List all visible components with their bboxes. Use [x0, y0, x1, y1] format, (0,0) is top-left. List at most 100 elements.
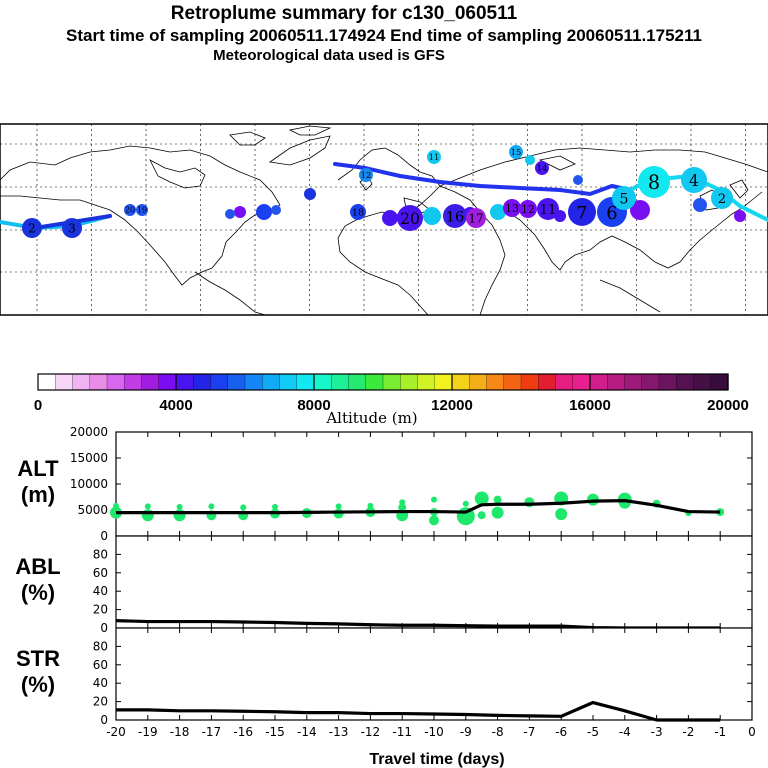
- trajectory-point: [304, 188, 316, 200]
- colorbar-cell: [313, 373, 332, 391]
- trajectory-point: [359, 168, 373, 182]
- trajectory-point: [427, 150, 441, 164]
- trajectory-point-label: 8: [648, 171, 660, 194]
- altitude-scatter-point: [176, 503, 183, 510]
- colorbar-tick-label: 8000: [297, 397, 330, 414]
- colorbar-cell: [710, 373, 729, 391]
- colorbar-cell: [348, 373, 367, 391]
- colorbar-ticks: 0 4000 8000 12000 16000 20000: [34, 374, 749, 414]
- trajectory-point: [136, 204, 148, 216]
- altitude-scatter-point: [113, 502, 119, 509]
- colorbar-tick-label: 12000: [431, 397, 473, 414]
- colorbar-cell: [227, 373, 246, 391]
- x-tick-label: -5: [587, 725, 599, 739]
- colorbar-cell: [124, 373, 143, 391]
- colorbar-cell: [417, 373, 436, 391]
- colorbar-cell: [244, 373, 263, 391]
- trajectory-point: [638, 166, 670, 198]
- trajectory-point: [256, 204, 272, 220]
- x-tick-label: -14: [297, 725, 317, 739]
- trajectory-point: [711, 187, 733, 209]
- altitude-scatter-point: [144, 503, 151, 510]
- trajectory-point-label: 15: [511, 147, 522, 157]
- altitude-scatter-point: [335, 503, 342, 510]
- y-tick-label: 0: [100, 621, 108, 635]
- trajectory-point-label: 4: [689, 172, 699, 190]
- trajectory-point: [466, 208, 486, 228]
- panel-label: (m): [21, 482, 55, 507]
- trajectory-point-label: 6: [606, 203, 617, 224]
- x-tick-label: -18: [170, 725, 190, 739]
- trajectory-point: [525, 155, 535, 165]
- colorbar-cell: [469, 373, 488, 391]
- colorbar-cells: [37, 373, 729, 391]
- x-tick-label: -11: [392, 725, 412, 739]
- altitude-scatter-point: [491, 506, 504, 519]
- y-tick-label: 20000: [70, 425, 108, 439]
- panel-label: ABL: [15, 554, 60, 579]
- trajectory-point: [382, 210, 398, 226]
- trajectory-point: [271, 205, 281, 215]
- colorbar-tick-label: 4000: [159, 397, 192, 414]
- y-tick-label: 20: [93, 603, 108, 617]
- trajectory-point-label: 13: [505, 202, 519, 215]
- colorbar-cell: [279, 373, 298, 391]
- trajectory-point-label: 20: [400, 210, 420, 228]
- trajectory-point-label: 11: [540, 203, 557, 218]
- colorbar-cell: [37, 373, 56, 391]
- trajectory-point: [22, 218, 42, 238]
- colorbar-cell: [72, 373, 91, 391]
- altitude-scatter-point: [429, 515, 439, 526]
- colorbar-cell: [693, 373, 712, 391]
- y-tick-label: 0: [100, 713, 108, 727]
- colorbar-cell: [400, 373, 419, 391]
- trajectory-point-label: 11: [429, 152, 440, 162]
- colorbar-cell: [89, 373, 108, 391]
- altitude-scatter-point: [398, 503, 407, 512]
- colorbar-cell: [607, 373, 626, 391]
- x-tick-label: -8: [492, 725, 504, 739]
- trajectory-point: [234, 206, 246, 218]
- trajectory-point-label: 17: [468, 212, 483, 226]
- trajectory-point: [350, 204, 366, 220]
- chart-title: Retroplume summary for c130_060511: [170, 3, 518, 24]
- trajectory-point-label: 12: [361, 170, 372, 180]
- x-tick-label: -1: [714, 725, 726, 739]
- y-tick-label: 5000: [77, 503, 108, 517]
- trajectory-point-label: 3: [68, 222, 76, 236]
- panel-label: ALT: [17, 456, 59, 481]
- trajectory-point: [573, 175, 583, 185]
- trajectory-point-label: 14: [537, 163, 548, 173]
- colorbar-cell: [503, 373, 522, 391]
- sampling-times: Start time of sampling 20060511.174924 E…: [66, 26, 702, 45]
- colorbar-cell: [555, 373, 574, 391]
- trajectory-point: [423, 207, 441, 225]
- trajectory-point-label: 12: [521, 203, 535, 216]
- panel-alt: 20000 15000 10000 5000 0 ALT(m): [17, 425, 753, 543]
- x-tick-label: -19: [138, 725, 158, 739]
- x-tick-label: -4: [619, 725, 631, 739]
- altitude-scatter-point: [474, 491, 489, 506]
- trajectory-point: [681, 167, 707, 193]
- trajectory-point-label: 5: [619, 191, 628, 207]
- colorbar-cell: [106, 373, 125, 391]
- colorbar-cell: [141, 373, 160, 391]
- y-tick-label: 0: [100, 529, 108, 543]
- colorbar-cell: [641, 373, 660, 391]
- panel-frame: [115, 627, 753, 721]
- trajectory-point-label: 18: [352, 208, 364, 219]
- x-tick-label: -13: [329, 725, 349, 739]
- trajectory-point: [519, 200, 537, 218]
- altitude-scatter-point: [477, 511, 486, 520]
- x-tick-label: -17: [202, 725, 222, 739]
- trajectory-point: [612, 186, 636, 210]
- colorbar-frame: [37, 373, 729, 391]
- colorbar-tick-label: 16000: [569, 397, 611, 414]
- y-tick-label: 20: [93, 695, 108, 709]
- x-tick-label: -9: [460, 725, 472, 739]
- colorbar-cell: [193, 373, 212, 391]
- trajectory-point: [443, 204, 467, 228]
